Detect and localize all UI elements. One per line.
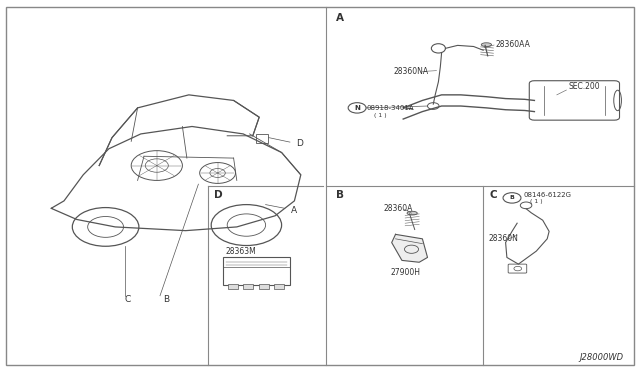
FancyBboxPatch shape (6, 7, 634, 365)
Text: N: N (354, 105, 360, 111)
Text: B: B (163, 295, 170, 304)
Polygon shape (392, 234, 428, 262)
Text: D: D (214, 190, 223, 201)
Text: 27900H: 27900H (390, 268, 420, 277)
Text: C: C (490, 190, 497, 201)
Text: SEC.200: SEC.200 (568, 82, 600, 91)
FancyBboxPatch shape (508, 264, 527, 273)
Ellipse shape (407, 211, 417, 215)
FancyBboxPatch shape (274, 284, 284, 289)
FancyBboxPatch shape (223, 257, 290, 285)
FancyBboxPatch shape (228, 284, 238, 289)
FancyBboxPatch shape (259, 284, 269, 289)
Text: B: B (509, 195, 515, 201)
Text: J28000WD: J28000WD (580, 353, 624, 362)
Text: B: B (336, 190, 344, 201)
Text: 28360AA: 28360AA (496, 40, 531, 49)
Text: ( 1 ): ( 1 ) (530, 199, 543, 205)
Text: 28363M: 28363M (225, 247, 256, 256)
Text: D: D (296, 139, 303, 148)
Text: C: C (125, 295, 131, 304)
Text: 28360NA: 28360NA (394, 67, 429, 76)
Text: 08146-6122G: 08146-6122G (524, 192, 572, 198)
Text: 28360A: 28360A (384, 204, 413, 213)
Ellipse shape (481, 43, 492, 46)
Text: A: A (336, 13, 344, 23)
Text: 08918-3401A: 08918-3401A (366, 105, 413, 111)
FancyBboxPatch shape (529, 81, 620, 120)
Text: ( 1 ): ( 1 ) (374, 113, 387, 118)
Text: A: A (291, 206, 298, 215)
FancyBboxPatch shape (243, 284, 253, 289)
Text: 28360N: 28360N (488, 234, 518, 243)
FancyBboxPatch shape (256, 134, 268, 143)
